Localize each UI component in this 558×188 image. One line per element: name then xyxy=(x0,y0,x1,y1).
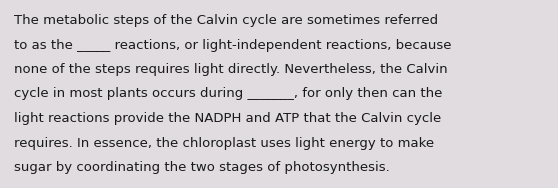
Text: The metabolic steps of the Calvin cycle are sometimes referred: The metabolic steps of the Calvin cycle … xyxy=(14,14,438,27)
Text: to as the _____ reactions, or light-independent reactions, because: to as the _____ reactions, or light-inde… xyxy=(14,39,451,52)
Text: sugar by coordinating the two stages of photosynthesis.: sugar by coordinating the two stages of … xyxy=(14,161,389,174)
Text: none of the steps requires light directly. Nevertheless, the Calvin: none of the steps requires light directl… xyxy=(14,63,448,76)
Text: light reactions provide the NADPH and ATP that the Calvin cycle: light reactions provide the NADPH and AT… xyxy=(14,112,441,125)
Text: cycle in most plants occurs during _______, for only then can the: cycle in most plants occurs during _____… xyxy=(14,87,442,101)
Text: requires. In essence, the chloroplast uses light energy to make: requires. In essence, the chloroplast us… xyxy=(14,136,434,149)
